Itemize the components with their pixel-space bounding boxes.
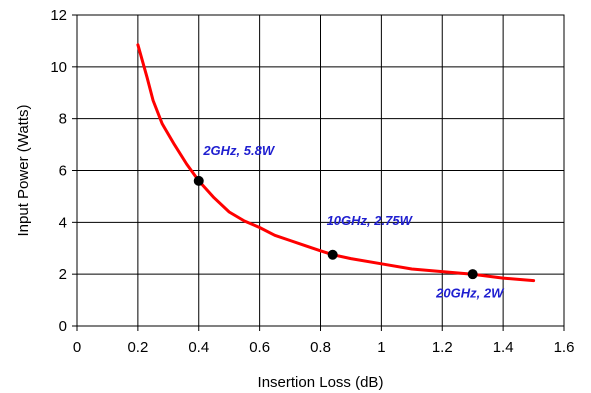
data-point-marker-2: [467, 269, 478, 280]
annotation-layer: 2GHz, 5.8W 10GHz, 2.75W 20GHz, 2W: [202, 143, 505, 301]
data-point-marker-1: [327, 249, 338, 260]
x-tick-label: 1.4: [493, 339, 514, 356]
y-tick-label: 0: [59, 318, 67, 335]
annotation-label-1: 10GHz, 2.75W: [327, 213, 414, 228]
x-tick-label: 1.6: [554, 339, 575, 356]
y-tick-label: 12: [50, 7, 67, 24]
x-tick-label: 1: [377, 339, 385, 356]
x-tick-label: 0.4: [188, 339, 209, 356]
x-tick-label: 1.2: [432, 339, 453, 356]
annotation-label-0: 2GHz, 5.8W: [202, 143, 276, 158]
series-layer: [136, 43, 536, 283]
x-tick-label: 0: [73, 339, 81, 356]
y-tick-label: 10: [50, 59, 67, 76]
x-tick-label: 0.2: [127, 339, 148, 356]
x-axis-ticks: 0 0.2 0.4 0.6 0.8 1 1.2 1.4 1.6: [73, 326, 575, 356]
annotation-label-2: 20GHz, 2W: [435, 285, 505, 300]
series-line-0: [136, 43, 536, 283]
x-axis-label: Insertion Loss (dB): [258, 374, 384, 391]
y-axis-ticks: 0 2 4 6 8 10 12: [50, 7, 77, 335]
y-tick-label: 6: [59, 163, 67, 180]
grid-lines: [76, 14, 565, 327]
y-axis-label: Input Power (Watts): [15, 105, 32, 237]
y-tick-label: 2: [59, 266, 67, 283]
data-point-marker-0: [193, 175, 204, 186]
y-tick-label: 4: [59, 214, 67, 231]
marker-layer: [193, 175, 478, 280]
x-tick-label: 0.8: [310, 339, 331, 356]
x-tick-label: 0.6: [249, 339, 270, 356]
y-tick-label: 8: [59, 111, 67, 128]
